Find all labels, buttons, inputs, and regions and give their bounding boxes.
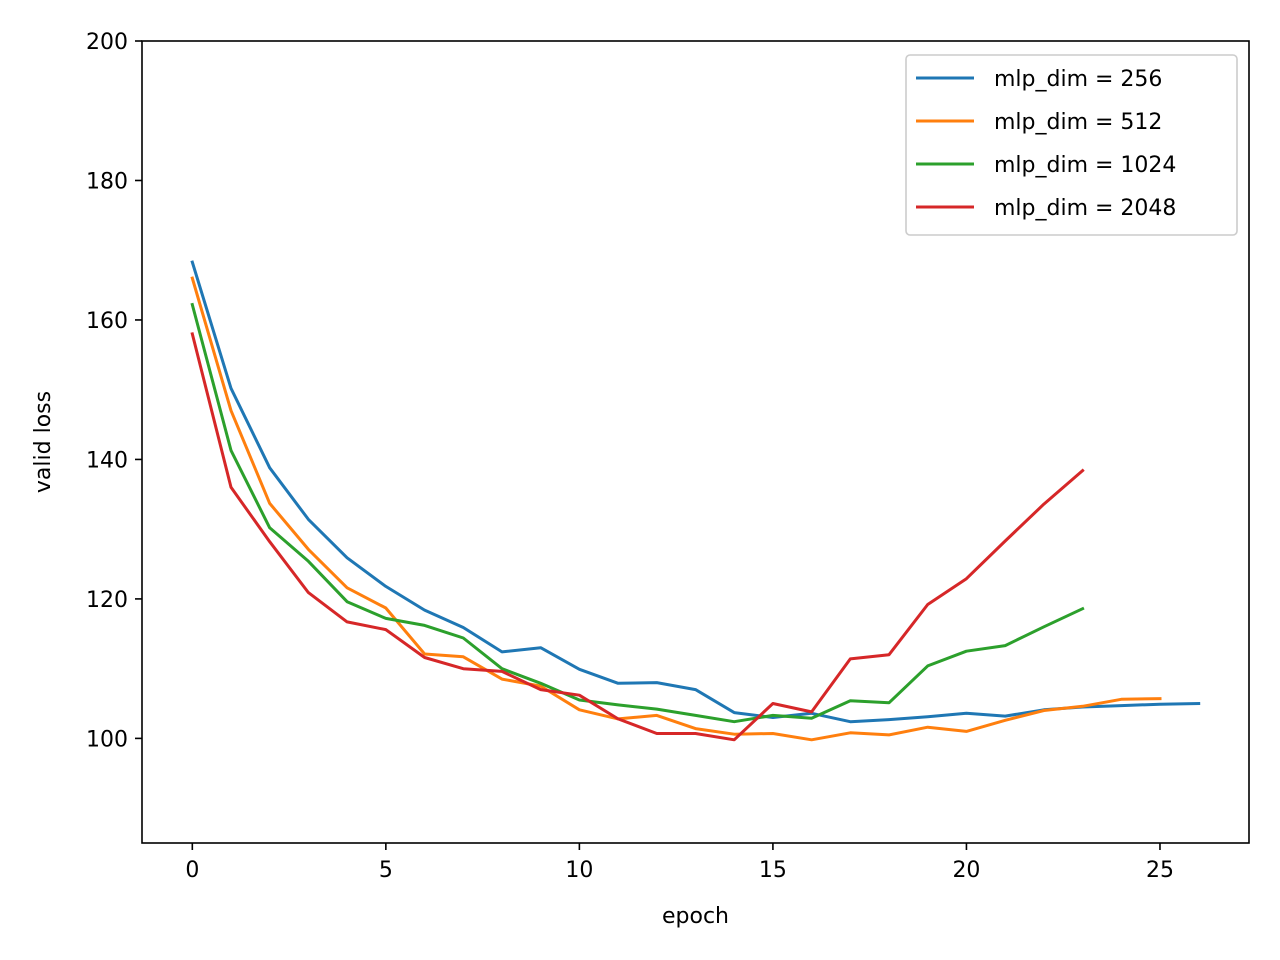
x-tick-label: 25 <box>1146 858 1174 883</box>
x-tick-label: 0 <box>185 858 199 883</box>
y-tick-label: 180 <box>86 169 128 194</box>
series-line <box>190 276 1162 742</box>
legend-box <box>905 54 1238 236</box>
y-tick-label: 200 <box>86 30 128 55</box>
series-layer <box>190 260 1201 742</box>
legend-label: mlp_dim = 512 <box>994 110 1162 135</box>
x-tick-label: 15 <box>759 858 787 883</box>
legend-label: mlp_dim = 1024 <box>994 153 1176 178</box>
y-tick-label: 160 <box>86 309 128 334</box>
y-tick-label: 100 <box>86 727 128 752</box>
y-tick-label: 120 <box>86 588 128 613</box>
y-axis-ticks: 100 120 140 160 180 200 <box>86 30 142 752</box>
plot-frame <box>141 40 1250 844</box>
y-axis-label: valid loss <box>31 391 56 493</box>
legend-label: mlp_dim = 2048 <box>994 196 1176 221</box>
x-axis-label: epoch <box>662 904 729 929</box>
legend: mlp_dim = 256 mlp_dim = 512 mlp_dim = 1024… <box>905 54 1238 236</box>
x-tick-label: 5 <box>379 858 393 883</box>
series-line <box>190 260 1201 724</box>
series-line <box>190 302 1085 724</box>
legend-label: mlp_dim = 256 <box>994 67 1162 92</box>
x-axis-ticks: 0 5 10 15 20 25 <box>185 843 1174 883</box>
x-tick-label: 20 <box>952 858 980 883</box>
series-line <box>190 332 1085 742</box>
y-tick-label: 140 <box>86 448 128 473</box>
x-tick-label: 10 <box>565 858 593 883</box>
